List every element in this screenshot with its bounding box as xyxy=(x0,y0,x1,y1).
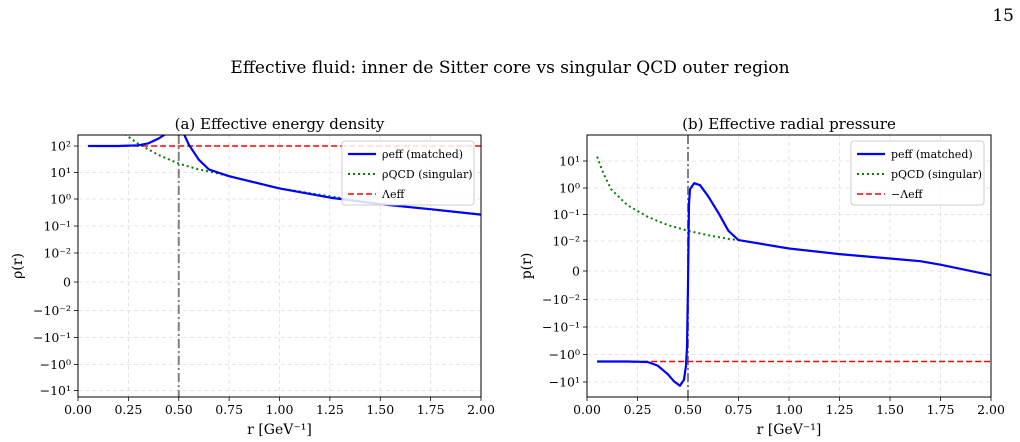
x-tick-label: 0.25 xyxy=(624,402,652,417)
y-tick-label: 10⁻² xyxy=(43,246,71,261)
y-tick-label: −10⁻¹ xyxy=(542,320,580,335)
x-tick-label: 0.00 xyxy=(64,402,92,417)
y-tick-label: −10⁰ xyxy=(549,347,580,362)
x-tick-label: 0.75 xyxy=(725,402,753,417)
x-tick-label: 2.00 xyxy=(467,402,495,417)
page-number: 15 xyxy=(992,6,1014,26)
y-tick-label: −10⁻² xyxy=(542,292,580,307)
legend-label: −Λeff xyxy=(891,188,924,201)
chart-title: (b) Effective radial pressure xyxy=(682,115,896,133)
x-axis-label: r [GeV⁻¹] xyxy=(757,422,822,438)
legend-label: pQCD (singular) xyxy=(891,168,982,181)
x-tick-label: 0.50 xyxy=(674,402,702,417)
y-tick-label: 10⁻¹ xyxy=(43,219,71,234)
y-tick-label: 10⁻¹ xyxy=(552,207,580,222)
chart-title: (a) Effective energy density xyxy=(175,115,385,133)
y-tick-label: 10⁻² xyxy=(552,234,580,249)
figure-title: Effective fluid: inner de Sitter core vs… xyxy=(230,58,790,78)
series-line-0 xyxy=(88,135,481,216)
x-tick-label: 2.00 xyxy=(977,402,1005,417)
y-tick-label: −10¹ xyxy=(40,383,71,398)
y-tick-label: −10¹ xyxy=(549,375,580,390)
series-line-1 xyxy=(596,156,739,242)
chart-panel-b: 0.00 0.25 0.50 0.75 1.00 1.25 1.50 1.75 2.00 10¹ 1… xyxy=(519,115,1005,438)
plot-frame xyxy=(77,134,482,398)
series-line-0 xyxy=(597,182,991,387)
x-tick-label: 0.75 xyxy=(215,402,243,417)
x-tick-label: 1.25 xyxy=(316,402,344,417)
y-tick-label: 0 xyxy=(572,264,580,279)
legend-label: ρQCD (singular) xyxy=(382,168,473,181)
x-tick-label: 1.50 xyxy=(876,402,904,417)
x-tick-label: 1.50 xyxy=(366,402,394,417)
y-tick-label: −10⁻² xyxy=(33,303,71,318)
legend-box xyxy=(850,140,985,206)
x-tick-label: 1.00 xyxy=(266,402,294,417)
x-tick-label: 1.75 xyxy=(417,402,445,417)
y-tick-label: 0 xyxy=(63,275,71,290)
y-tick-label: 10⁰ xyxy=(50,192,71,207)
x-tick-label: 0.50 xyxy=(165,402,193,417)
y-tick-label: 10¹ xyxy=(559,154,580,169)
legend-label: ρeff (matched) xyxy=(382,148,463,161)
y-tick-label: 10² xyxy=(50,139,71,154)
x-tick-label: 1.75 xyxy=(927,402,955,417)
y-tick-label: 10⁰ xyxy=(559,181,580,196)
legend-label: Λeff xyxy=(381,188,405,201)
plot-frame xyxy=(586,134,992,398)
y-axis-label: p(r) xyxy=(519,253,535,280)
y-tick-label: 10¹ xyxy=(50,165,71,180)
legend-label: peff (matched) xyxy=(891,148,973,161)
y-tick-label: −10⁻¹ xyxy=(33,330,71,345)
legend-box xyxy=(341,140,475,206)
y-axis-label: ρ(r) xyxy=(10,253,26,279)
x-tick-label: 0.00 xyxy=(573,402,601,417)
x-tick-label: 0.25 xyxy=(114,402,142,417)
y-tick-label: −10⁰ xyxy=(40,357,71,372)
x-tick-label: 1.00 xyxy=(775,402,803,417)
x-axis-label: r [GeV⁻¹] xyxy=(247,422,312,438)
chart-panel-a: 0.00 0.25 0.50 0.75 1.00 1.25 1.50 1.75 2.00 10² 1… xyxy=(10,115,495,438)
x-tick-label: 1.25 xyxy=(826,402,854,417)
